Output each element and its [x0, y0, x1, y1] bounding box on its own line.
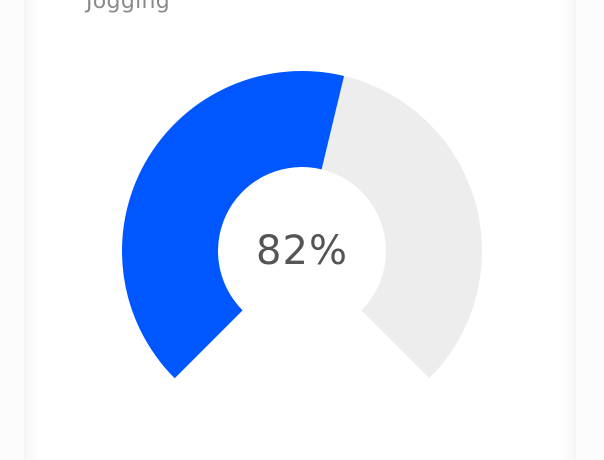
card-edge-right	[560, 0, 574, 460]
gauge-fill	[121, 70, 345, 379]
activity-title: Jogging	[86, 0, 170, 14]
gauge-percent-label: 82%	[256, 228, 348, 274]
card-edge-left	[26, 0, 40, 460]
